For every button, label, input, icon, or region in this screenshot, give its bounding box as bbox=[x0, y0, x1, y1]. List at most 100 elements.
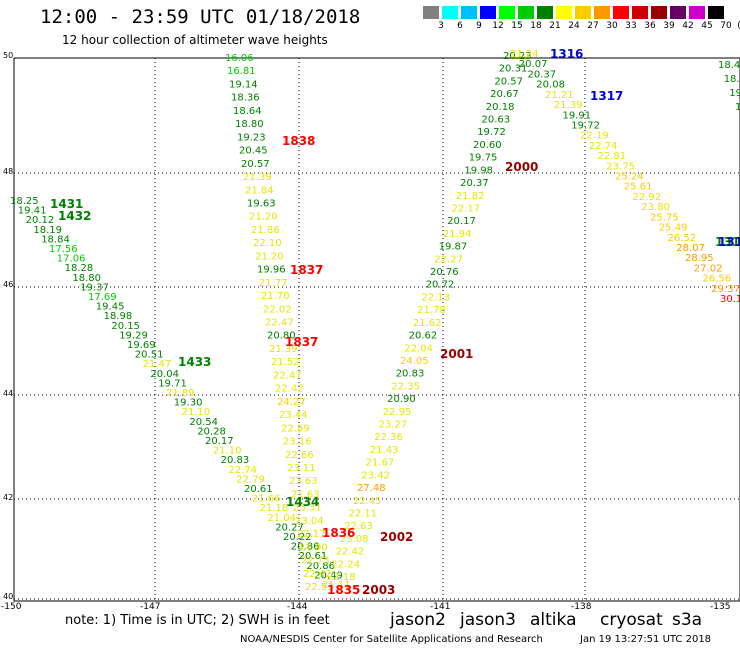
lat-label-50: 50 bbox=[3, 51, 14, 60]
wave-height-value: 19.96 bbox=[257, 265, 286, 276]
wave-height-value: 23.27 bbox=[379, 420, 408, 431]
wave-height-value: 20.17 bbox=[205, 436, 234, 447]
pass-label: 1837 bbox=[285, 335, 318, 349]
wave-height-value: 21.70 bbox=[261, 291, 290, 302]
wave-height-value: 19.23 bbox=[237, 132, 266, 143]
wave-height-value: 21.89 bbox=[166, 388, 195, 399]
wave-height-value: 18.84 bbox=[41, 234, 70, 245]
wave-height-value: 21.52 bbox=[271, 357, 300, 368]
wave-height-value: 22.02 bbox=[263, 304, 292, 315]
wave-height-value: 20.80 bbox=[267, 331, 296, 342]
wave-height-value: 20.28 bbox=[197, 426, 226, 437]
map-title: 12:00 - 23:59 UTC 01/18/2018 bbox=[40, 6, 361, 28]
wave-height-value: 22.42 bbox=[336, 547, 365, 558]
legend-jason2: jason2 bbox=[390, 610, 446, 630]
wave-height-value: 20.04 bbox=[150, 369, 179, 380]
wave-height-value: 19.72 bbox=[571, 121, 600, 132]
wave-height-value: 23.04 bbox=[295, 516, 324, 527]
wave-height-value: 20.45 bbox=[239, 146, 268, 157]
lon-label-150: -150 bbox=[1, 602, 22, 612]
wave-height-value: 22.45 bbox=[353, 496, 382, 507]
wave-height-value: 21.84 bbox=[245, 185, 274, 196]
wave-height-value: 25.61 bbox=[624, 182, 653, 193]
wave-height-value: 24.27 bbox=[277, 397, 306, 408]
wave-height-value: 19.69 bbox=[127, 340, 156, 351]
wave-height-value: 18.64 bbox=[233, 106, 262, 117]
wave-height-value: 21.82 bbox=[456, 191, 485, 202]
wave-height-value: 20.83 bbox=[396, 369, 425, 380]
legend-swatch bbox=[689, 6, 705, 19]
note-text: note: 1) Time is in UTC; 2) SWH is in fe… bbox=[65, 613, 330, 628]
legend-swatch bbox=[537, 6, 553, 19]
wave-height-value: 19 bbox=[729, 88, 740, 99]
wave-height-value: 23.11 bbox=[287, 463, 316, 474]
wave-height-value: 18.80 bbox=[72, 273, 101, 284]
wave-height-value: 22.63 bbox=[344, 521, 373, 532]
wave-height-value: 28.07 bbox=[676, 243, 705, 254]
wave-height-value: 19.91 bbox=[563, 110, 592, 121]
wave-height-value: 20.27 bbox=[275, 522, 304, 533]
pass-label: 2000 bbox=[505, 160, 538, 174]
legend-cryosat: cryosat bbox=[600, 610, 663, 630]
wave-height-value: 22.24 bbox=[331, 559, 360, 570]
lon-label-138: -138 bbox=[571, 602, 592, 612]
legend-swatch bbox=[708, 6, 724, 19]
wave-height-value: 20.62 bbox=[409, 331, 438, 342]
wave-height-value: 27.02 bbox=[694, 263, 723, 274]
legend-bin-label: 33 bbox=[625, 21, 637, 31]
legend-bin-label: 9 bbox=[476, 21, 482, 31]
wave-height-value: 21.10 bbox=[213, 446, 242, 457]
wave-height-value: 20.18 bbox=[486, 102, 515, 113]
wave-height-value: 21.63 bbox=[291, 489, 320, 500]
legend-bin-label: 39 bbox=[663, 21, 675, 31]
legend-swatch bbox=[632, 6, 648, 19]
wave-height-value: 21.86 bbox=[251, 225, 280, 236]
wave-height-value: 21.67 bbox=[366, 458, 395, 469]
wave-height-value: 19.72 bbox=[477, 127, 506, 138]
wave-height-value: 23.80 bbox=[641, 202, 670, 213]
wave-height-value: 20.90 bbox=[387, 394, 416, 405]
wave-height-value: 19.41 bbox=[18, 206, 47, 217]
wave-height-value: 18.98 bbox=[104, 311, 133, 322]
wave-height-value: 20.07 bbox=[519, 59, 548, 70]
wave-height-value: 21.24 bbox=[510, 49, 539, 60]
lat-label-42: 42 bbox=[3, 493, 14, 502]
legend-swatch bbox=[499, 6, 515, 19]
lat-label-46: 46 bbox=[3, 280, 14, 289]
wave-height-value: 20.61 bbox=[299, 551, 328, 562]
wave-height-value: 18.19 bbox=[33, 225, 62, 236]
wave-height-value: 20.63 bbox=[482, 115, 511, 126]
legend-swatch bbox=[518, 6, 534, 19]
wave-height-value: 22.74 bbox=[589, 141, 618, 152]
legend-bin-label: 70 bbox=[720, 21, 732, 31]
wave-height-value: 23.31 bbox=[293, 503, 322, 514]
wave-height-value: 22.81 bbox=[598, 151, 627, 162]
wave-height-value: 20.76 bbox=[430, 267, 459, 278]
wave-height-value: 20.60 bbox=[473, 140, 502, 151]
legend-swatch bbox=[442, 6, 458, 19]
legend-bin-label: 45 bbox=[701, 21, 713, 31]
legend-swatch bbox=[670, 6, 686, 19]
timestamp-text: Jan 19 13:27:51 UTC 2018 bbox=[580, 634, 712, 645]
wave-height-value: 28.95 bbox=[685, 253, 714, 264]
pass-label: 2003 bbox=[362, 583, 395, 597]
wave-height-value: 21.11 bbox=[322, 580, 351, 591]
wave-height-value: 21.21 bbox=[545, 90, 574, 101]
wave-height-value: 20.51 bbox=[135, 350, 164, 361]
wave-height-value: 22.04 bbox=[404, 343, 433, 354]
wave-height-value: 21.39 bbox=[269, 344, 298, 355]
wave-height-value: 19.29 bbox=[119, 330, 148, 341]
wave-height-value: 20.57 bbox=[241, 159, 270, 170]
wave-height-value: 22.79 bbox=[236, 474, 265, 485]
wave-height-value: 21.43 bbox=[370, 445, 399, 456]
pass-label: 1434 bbox=[286, 495, 319, 509]
legend-altika: altika bbox=[530, 610, 577, 630]
wave-height-value: 20.23 bbox=[503, 51, 532, 62]
legend-unit: (ft) bbox=[733, 21, 740, 31]
pass-label: 1431 bbox=[50, 197, 83, 211]
wave-height-value: 20.72 bbox=[426, 280, 455, 291]
wave-height-value: 20.67 bbox=[490, 89, 519, 100]
wave-height-value: 26.52 bbox=[668, 233, 697, 244]
legend-bin-label: 3 bbox=[438, 21, 444, 31]
